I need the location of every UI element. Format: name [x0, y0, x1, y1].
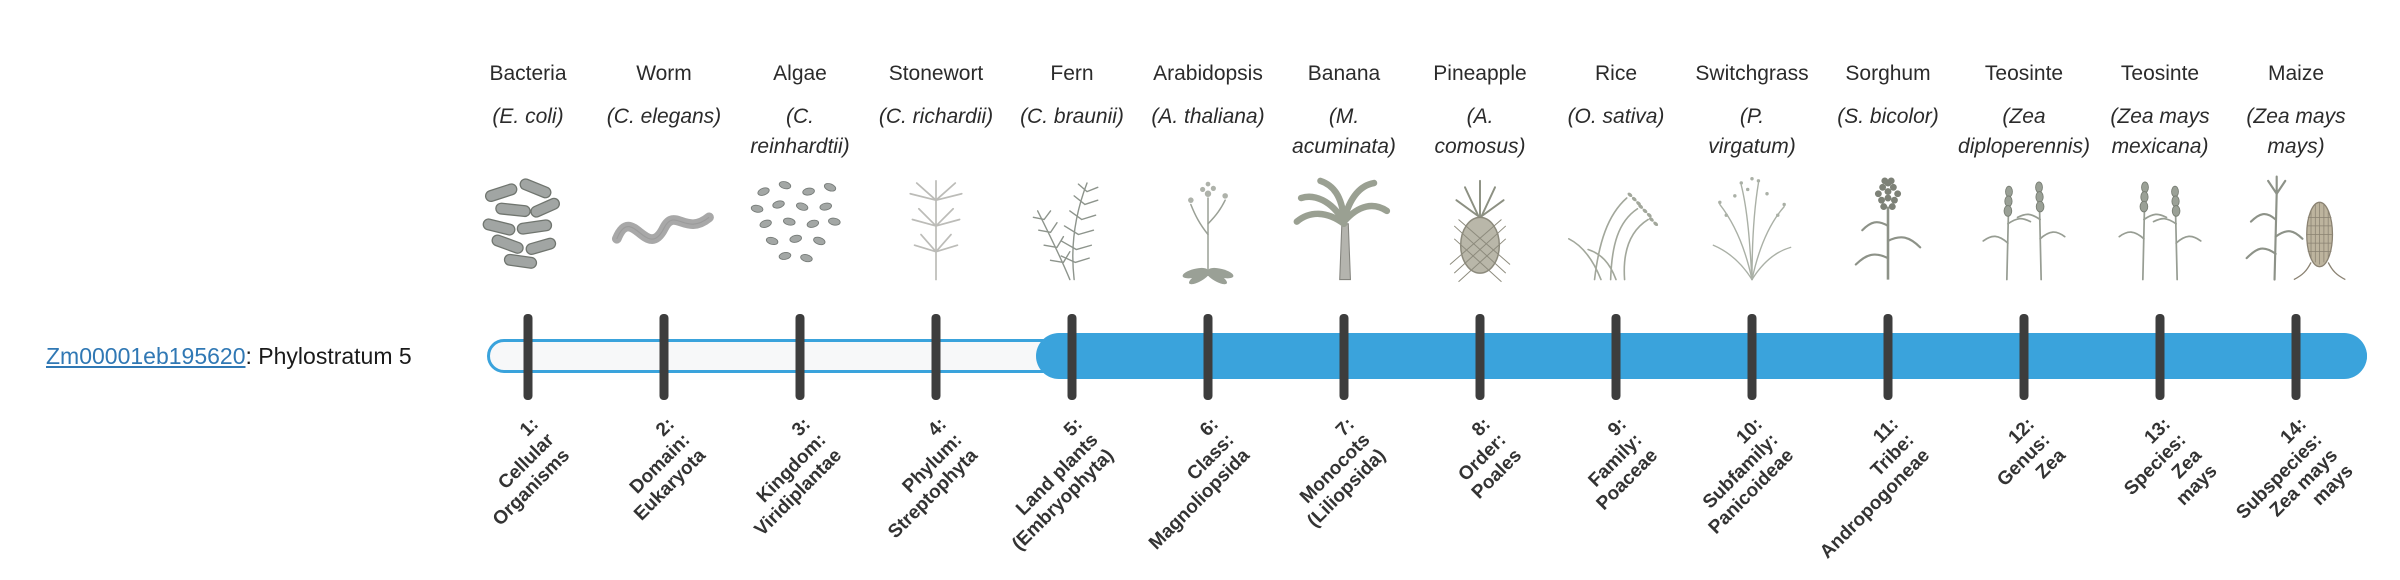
organism-name: Bacteria [489, 62, 567, 85]
timeline-tick [795, 314, 805, 400]
organism-latin-name: (C. braunii) [1020, 105, 1124, 128]
organism-column: Arabidopsis (A. thaliana) 6: Class: Magn… [1098, 0, 1318, 580]
gene-label: Zm00001eb195620: Phylostratum 5 [46, 343, 412, 370]
organism-column: Pineapple (A. comosus) 8: Order: Poales [1370, 0, 1590, 580]
organism-latin-name: (C. reinhardtii) [750, 105, 850, 158]
organism-name: Switchgrass [1695, 62, 1809, 85]
organism-name: Fern [1050, 62, 1094, 85]
timeline-tick [1747, 314, 1757, 400]
gene-phylostratum-text: : Phylostratum 5 [245, 343, 412, 369]
organism-latin-name: (Zea diploperennis) [1958, 105, 2090, 158]
timeline-tick [659, 314, 669, 400]
organism-name: Maize [2267, 62, 2325, 85]
organism-column: Fern (C. braunii) 5: Land plants (Embryo… [962, 0, 1182, 580]
organism-name: Arabidopsis [1153, 62, 1263, 85]
organism-column: Maize (Zea mays mays) 14: Subspecies: Ze… [2186, 0, 2400, 580]
organism-name: Stonewort [888, 62, 984, 85]
organism-latin-name: (A. thaliana) [1151, 105, 1265, 128]
organism-column: Bacteria (E. coli) 1: Cellular Organisms [418, 0, 638, 580]
timeline-tick [2291, 314, 2301, 400]
timeline-tick [1203, 314, 1213, 400]
timeline-tick [2019, 314, 2029, 400]
organism-latin-name: (Zea mays mexicana) [2110, 105, 2210, 158]
organism-latin-name: (P. virgatum) [1708, 105, 1796, 158]
organism-name: Rice [1594, 62, 1637, 85]
organism-column: Switchgrass (P. virgatum) 10: Subfamily:… [1642, 0, 1862, 580]
organism-name: Teosinte [1984, 62, 2064, 85]
organism-name: Teosinte [2120, 62, 2200, 85]
gene-link[interactable]: Zm00001eb195620 [46, 343, 246, 369]
timeline-tick [1475, 314, 1485, 400]
organism-latin-name: (A. comosus) [1434, 105, 1526, 158]
organism-latin-name: (C. richardii) [878, 105, 994, 128]
organism-column: Sorghum (S. bicolor) 11: Tribe: Andropog… [1778, 0, 1998, 580]
organism-column: Algae (C. reinhardtii) 3: Kingdom: Virid… [690, 0, 910, 580]
organism-name: Worm [636, 62, 692, 85]
organism-column: Stonewort (C. richardii) 4: Phylum: Stre… [826, 0, 1046, 580]
timeline-tick [2155, 314, 2165, 400]
timeline-tick [931, 314, 941, 400]
organism-column: Rice (O. sativa) 9: Family: Poaceae [1506, 0, 1726, 580]
timeline-tick [1611, 314, 1621, 400]
organism-latin-name: (Zea mays mays) [2246, 105, 2346, 158]
organism-name: Sorghum [1845, 62, 1931, 85]
timeline-tick [1067, 314, 1077, 400]
organism-latin-name: (E. coli) [492, 105, 564, 128]
organism-latin-name: (S. bicolor) [1837, 105, 1939, 128]
organism-column: Teosinte (Zea diploperennis) 12: Genus: … [1914, 0, 2134, 580]
organism-name: Banana [1307, 62, 1381, 85]
organism-name: Pineapple [1433, 62, 1527, 85]
organism-column: Banana (M. acuminata) 7: Monocots (Lilio… [1234, 0, 1454, 580]
organism-column: Worm (C. elegans) 2: Domain: Eukaryota [554, 0, 774, 580]
organism-latin-name: (O. sativa) [1567, 105, 1665, 128]
timeline-tick [1339, 314, 1349, 400]
organism-latin-name: (C. elegans) [606, 105, 722, 128]
organism-column: Teosinte (Zea mays mexicana) 13: Species… [2050, 0, 2270, 580]
organism-latin-name: (M. acuminata) [1292, 105, 1396, 158]
timeline-highlight-fill [1036, 333, 2367, 379]
timeline-tick [1883, 314, 1893, 400]
maize-icon [2230, 168, 2362, 286]
organism-name: Algae [773, 62, 827, 85]
timeline-tick [523, 314, 533, 400]
